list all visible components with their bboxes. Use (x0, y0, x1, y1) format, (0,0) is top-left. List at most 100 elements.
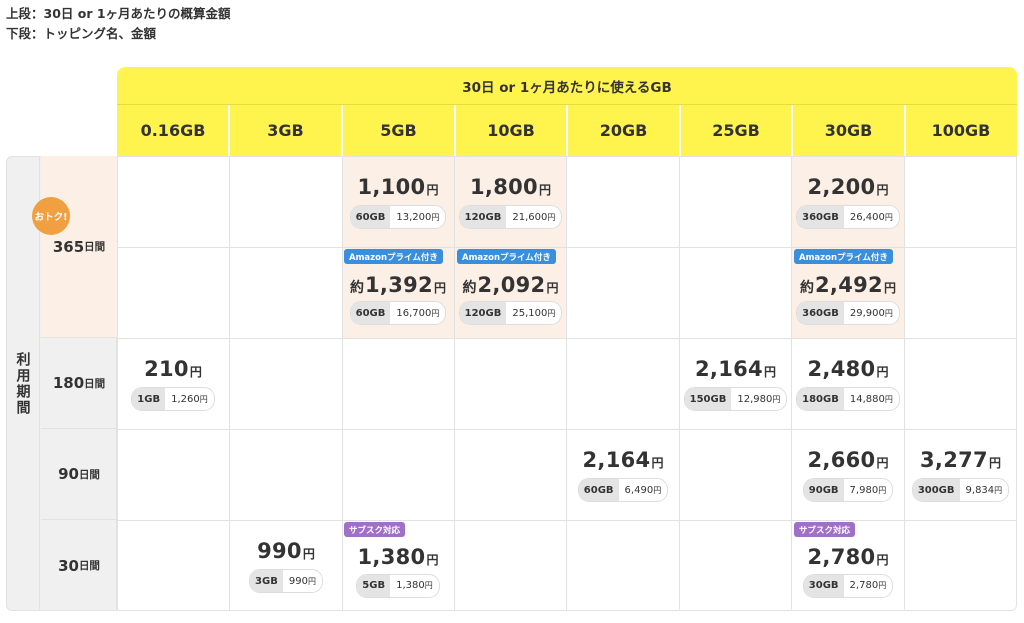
topping-amount: 2,780 (849, 580, 879, 591)
price-cell-365-5gb: 1,100 円 60GB 13,200 円 (342, 157, 454, 247)
price-cell-365-5gb-amazon: Amazonプライム付き 約 1,392 円 60GB 16,700 円 (342, 248, 454, 338)
topping-pill: 360GB 29,900 円 (796, 301, 900, 325)
gb-column-0-16gb: 0.16GB (140, 121, 206, 140)
topping-price: 1,260 円 (165, 388, 214, 410)
grid-line (904, 156, 905, 611)
price-value: 3,277 (920, 448, 988, 472)
topping-amount: 21,600 (512, 211, 548, 223)
grid-line (791, 156, 792, 611)
gb-column-5gb: 5GB (380, 121, 417, 140)
monthly-price: 210 円 (144, 357, 202, 381)
price-cell-180-30gb: 2,480 円 180GB 14,880 円 (792, 339, 904, 429)
subscription-tag: サブスク対応 (794, 522, 856, 537)
header-divider (904, 105, 906, 156)
topping-price: 990 円 (283, 570, 322, 592)
yen-unit: 円 (302, 547, 315, 561)
yen-unit: 円 (884, 212, 893, 222)
gb-column-3gb: 3GB (267, 121, 304, 140)
period-90-days: 90 日間 (41, 429, 117, 520)
topping-amount: 7,980 (849, 484, 879, 496)
price-value: 2,164 (695, 357, 763, 381)
header-divider (791, 105, 793, 156)
yen-unit: 円 (772, 394, 781, 404)
grid-line (342, 156, 343, 611)
price-value: 1,380 (357, 544, 426, 569)
amazon-prime-tag: Amazonプライム付き (344, 249, 443, 264)
period-365-days: 365 日間 (41, 156, 117, 338)
price-cell-365-10gb-amazon: Amazonプライム付き 約 2,092 円 120GB 25,100 円 (455, 248, 566, 338)
yen-unit: 円 (424, 581, 433, 590)
header-divider (454, 105, 456, 156)
topping-price: 6,490 円 (619, 479, 668, 501)
topping-price: 7,980 円 (844, 479, 893, 501)
header-divider (679, 105, 681, 156)
monthly-price: 2,660 円 (808, 448, 889, 472)
yen-unit: 円 (431, 308, 440, 318)
price-value: 990 (257, 539, 302, 563)
monthly-price: 約 2,492 円 (800, 273, 896, 297)
yen-unit: 円 (431, 212, 440, 222)
period-number: 90 (58, 465, 79, 483)
topping-amount: 29,900 (849, 307, 885, 319)
topping-name: 1GB (132, 388, 166, 410)
yen-unit: 円 (883, 281, 896, 295)
topping-pill: 60GB 16,700 円 (349, 301, 447, 325)
yen-unit: 円 (763, 365, 776, 379)
price-value: 1,100 (357, 175, 426, 199)
topping-amount: 25,100 (512, 307, 548, 319)
header-divider (228, 105, 230, 156)
price-cell-180-25gb: 2,164 円 150GB 12,980 円 (680, 339, 791, 429)
period-group-label-cell: 利用期間 (6, 156, 40, 611)
topping-price: 29,900 円 (844, 302, 899, 324)
price-value: 2,164 (582, 448, 651, 472)
yen-unit: 円 (546, 281, 559, 295)
period-unit: 日間 (84, 377, 106, 390)
price-value: 2,200 (807, 175, 876, 199)
topping-name: 30GB (803, 574, 844, 597)
grid-line (454, 156, 455, 611)
yen-unit: 円 (307, 576, 316, 586)
topping-pill: 180GB 14,880 円 (796, 387, 900, 411)
grid-line (229, 156, 230, 611)
topping-pill: 30GB 2,780 円 (802, 573, 894, 598)
topping-pill: 360GB 26,400 円 (796, 205, 900, 229)
yen-unit: 円 (878, 581, 887, 590)
period-30-days: 30 日間 (41, 520, 117, 611)
topping-amount: 9,834 (965, 484, 995, 496)
header-divider (341, 105, 343, 156)
price-value: 2,660 (807, 448, 876, 472)
topping-amount: 13,200 (396, 211, 432, 223)
grid-line (679, 156, 680, 611)
monthly-price: 約 2,092 円 (463, 273, 559, 297)
topping-name: 300GB (912, 479, 960, 501)
topping-name: 60GB (350, 206, 391, 228)
price-value: 2,480 (807, 357, 876, 381)
yen-unit: 円 (653, 485, 662, 495)
yen-unit: 円 (988, 456, 1001, 470)
topping-name: 360GB (797, 302, 844, 324)
topping-price: 1,380 円 (390, 575, 439, 597)
note-line-2: 下段：トッピング名、金額 (6, 26, 157, 41)
price-cell-365-30gb-amazon: Amazonプライム付き 約 2,492 円 360GB 29,900 円 (792, 248, 904, 338)
price-value: 2,780 (807, 544, 876, 569)
monthly-price: 2,480 円 (808, 357, 889, 381)
price-grid (117, 156, 1017, 611)
deal-badge: おトク! (32, 197, 70, 235)
approx-prefix: 約 (800, 280, 815, 296)
price-value: 1,800 (470, 175, 538, 199)
topping-amount: 990 (288, 575, 308, 587)
yen-unit: 円 (538, 183, 551, 197)
monthly-price: 約 1,392 円 (350, 273, 446, 297)
topping-amount: 14,880 (849, 393, 885, 405)
period-unit: 日間 (78, 560, 100, 572)
price-value: 2,492 (815, 273, 883, 297)
monthly-price: 2,164 円 (695, 357, 776, 381)
subscription-tag: サブスク対応 (344, 522, 406, 537)
topping-pill: 60GB 6,490 円 (577, 478, 669, 502)
yen-unit: 円 (876, 552, 889, 567)
price-value: 1,392 (365, 273, 433, 297)
yen-unit: 円 (994, 485, 1003, 495)
gb-column-20gb: 20GB (599, 121, 648, 140)
period-number: 30 (58, 556, 79, 575)
gb-column-25gb: 25GB (712, 121, 760, 140)
